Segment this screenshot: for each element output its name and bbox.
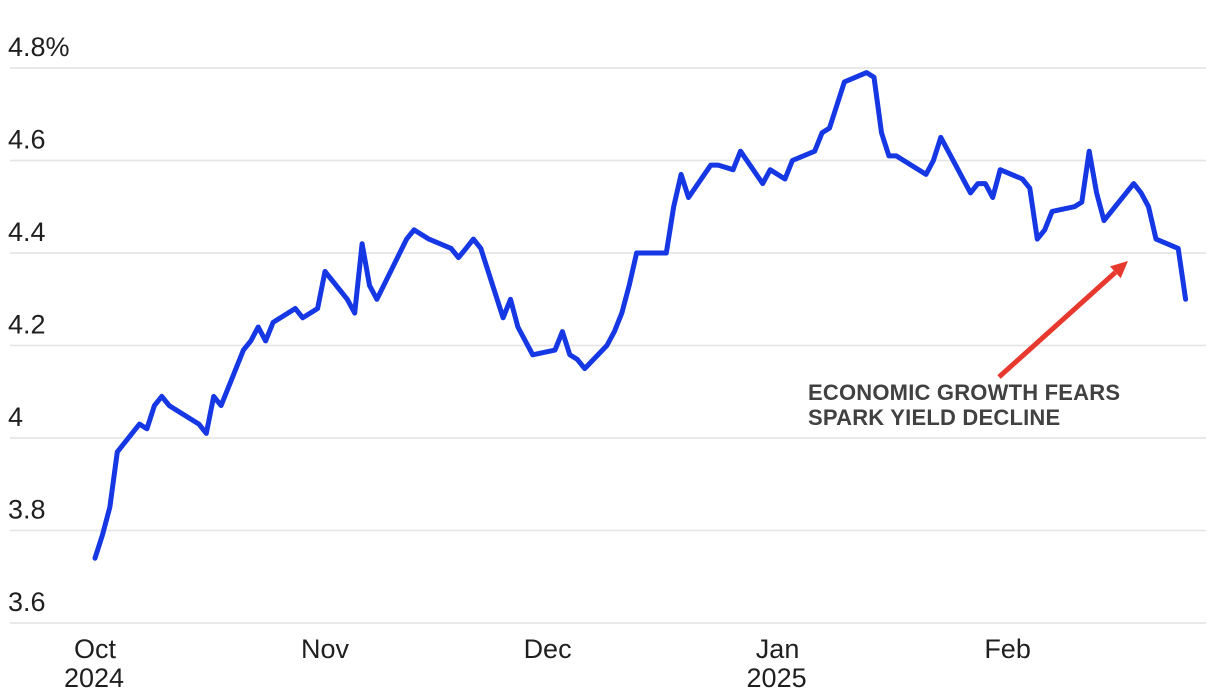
- x-axis-label: Dec: [524, 634, 572, 664]
- annotation-line-1: ECONOMIC GROWTH FEARS: [808, 380, 1121, 405]
- x-axis-year-label: 2025: [747, 663, 807, 693]
- y-axis-label: 4: [8, 402, 23, 432]
- y-axis-label: 3.6: [8, 587, 46, 617]
- y-axis-label: 4.8%: [8, 32, 70, 62]
- x-axis-label: Oct: [74, 634, 117, 664]
- annotation-line-2: SPARK YIELD DECLINE: [808, 405, 1061, 430]
- x-axis-year-label: 2024: [64, 663, 124, 693]
- annotation-text: ECONOMIC GROWTH FEARS SPARK YIELD DECLIN…: [808, 380, 1120, 430]
- y-axis-label: 3.8: [8, 495, 46, 525]
- yield-line: [92, 70, 1189, 561]
- x-axis-label: Jan: [756, 634, 800, 664]
- y-axis-label: 4.2: [8, 310, 46, 340]
- x-axis-label: Feb: [984, 634, 1031, 664]
- annotation-arrow-line: [997, 270, 1118, 379]
- x-axis-label: Nov: [301, 634, 350, 664]
- annotation-arrow-head-icon: [1110, 261, 1128, 279]
- y-axis-label: 4.4: [8, 217, 46, 247]
- y-axis-label: 4.6: [8, 125, 46, 155]
